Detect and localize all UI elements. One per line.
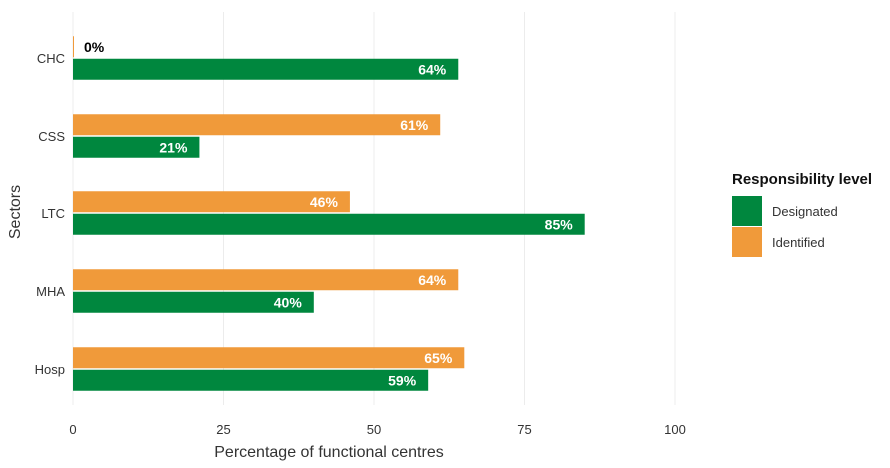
y-tick-label: CHC xyxy=(37,51,65,66)
bar-designated-css xyxy=(73,136,200,158)
bar-value-label: 64% xyxy=(418,272,447,288)
bar-value-label: 59% xyxy=(388,372,417,388)
bar-value-label: 0% xyxy=(84,39,105,55)
bar-value-label: 40% xyxy=(274,294,303,310)
bar-labels: 0% 61% 46% 64% 65% 64% 21% 85% 40% 59% xyxy=(84,39,573,389)
bars xyxy=(73,36,585,391)
x-axis-title: Percentage of functional centres xyxy=(214,444,443,461)
bar-value-label: 21% xyxy=(159,139,188,155)
legend: Responsibility level Designated Identifi… xyxy=(732,171,872,257)
bar-value-label: 61% xyxy=(400,117,429,133)
y-tick-label: Hosp xyxy=(35,362,65,377)
bar-identified-hosp xyxy=(73,347,465,369)
y-axis-title: Sectors xyxy=(7,185,24,239)
y-tick-label: MHA xyxy=(36,284,65,299)
legend-swatch-designated xyxy=(732,196,762,226)
x-axis-ticks: 0 25 50 75 100 xyxy=(69,422,685,437)
legend-label-designated: Designated xyxy=(772,204,838,219)
bar-identified-ltc xyxy=(73,191,350,213)
bar-designated-ltc xyxy=(73,213,585,235)
legend-swatch-identified xyxy=(732,227,762,257)
bar-value-label: 64% xyxy=(418,61,447,77)
y-axis-ticks: CHC CSS LTC MHA Hosp xyxy=(35,51,66,377)
bar-designated-chc xyxy=(73,58,459,80)
bar-designated-hosp xyxy=(73,369,429,391)
bar-value-label: 46% xyxy=(310,194,339,210)
y-tick-label: LTC xyxy=(41,206,65,221)
y-tick-label: CSS xyxy=(38,129,65,144)
bar-designated-mha xyxy=(73,291,314,313)
bar-identified-chc xyxy=(73,36,74,58)
x-tick-label: 0 xyxy=(69,422,76,437)
legend-label-identified: Identified xyxy=(772,235,825,250)
bar-value-label: 65% xyxy=(424,350,453,366)
bar-identified-mha xyxy=(73,269,459,291)
x-tick-label: 75 xyxy=(517,422,531,437)
legend-title: Responsibility level xyxy=(732,171,872,188)
bar-value-label: 85% xyxy=(545,216,574,232)
x-tick-label: 50 xyxy=(367,422,381,437)
bar-identified-css xyxy=(73,114,441,136)
x-tick-label: 100 xyxy=(664,422,686,437)
x-tick-label: 25 xyxy=(216,422,230,437)
